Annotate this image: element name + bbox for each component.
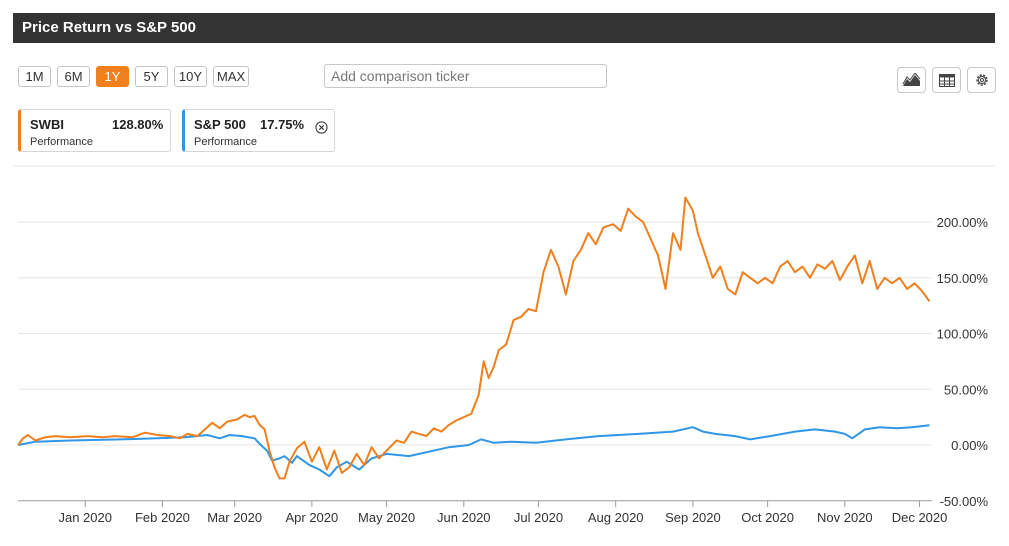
y-tick-label: 150.00% (937, 271, 989, 286)
x-tick-label: Sep 2020 (665, 510, 721, 525)
comparison-ticker-input[interactable] (324, 64, 607, 88)
range-5y-button[interactable]: 5Y (135, 66, 168, 87)
table-icon (938, 73, 955, 87)
x-tick-label: Apr 2020 (285, 510, 338, 525)
gear-icon (975, 74, 988, 86)
x-tick-label: Mar 2020 (207, 510, 262, 525)
table-view-button[interactable] (932, 67, 961, 93)
x-tick-label: Jul 2020 (514, 510, 563, 525)
settings-button[interactable] (967, 67, 996, 93)
x-tick-label: Nov 2020 (817, 510, 873, 525)
legend-swbi-sub: Performance (30, 136, 93, 148)
range-1y-button[interactable]: 1Y (96, 66, 129, 87)
legend-sp500-name: S&P 500 (194, 117, 246, 132)
x-tick-label: Dec 2020 (892, 510, 948, 525)
x-tick-label: Jun 2020 (437, 510, 491, 525)
y-tick-label: 50.00% (944, 382, 989, 397)
legend-sp500-sub: Performance (194, 136, 257, 148)
legend-card-swbi: SWBI 128.80% Performance (18, 109, 171, 152)
y-tick-label: 200.00% (937, 215, 989, 230)
y-tick-label: -50.00% (940, 494, 989, 509)
x-tick-label: Aug 2020 (588, 510, 644, 525)
legend-swbi-name: SWBI (30, 117, 64, 132)
remove-comparison-icon[interactable] (315, 121, 328, 134)
range-1m-button[interactable]: 1M (18, 66, 51, 87)
x-tick-label: Feb 2020 (135, 510, 190, 525)
legend-sp500-value: 17.75% (260, 117, 305, 132)
y-tick-label: 100.00% (937, 327, 989, 342)
y-tick-label: 0.00% (951, 438, 988, 453)
legend-swbi-value: 128.80% (112, 117, 164, 132)
range-max-button[interactable]: MAX (213, 66, 250, 87)
range-selector: 1M 6M 1Y 5Y 10Y MAX (18, 66, 250, 87)
series-line-sp500 (17, 424, 930, 478)
x-tick-label: May 2020 (358, 510, 415, 525)
x-tick-label: Oct 2020 (741, 510, 794, 525)
series-line-swbi (17, 196, 931, 480)
legend-card-sp500: S&P 500 17.75% Performance (182, 109, 335, 152)
area-chart-icon (902, 73, 921, 86)
range-10y-button[interactable]: 10Y (174, 66, 207, 87)
range-6m-button[interactable]: 6M (57, 66, 90, 87)
x-tick-label: Jan 2020 (58, 510, 112, 525)
area-chart-button[interactable] (897, 67, 926, 93)
chart-panel-title: Price Return vs S&P 500 (13, 13, 995, 43)
